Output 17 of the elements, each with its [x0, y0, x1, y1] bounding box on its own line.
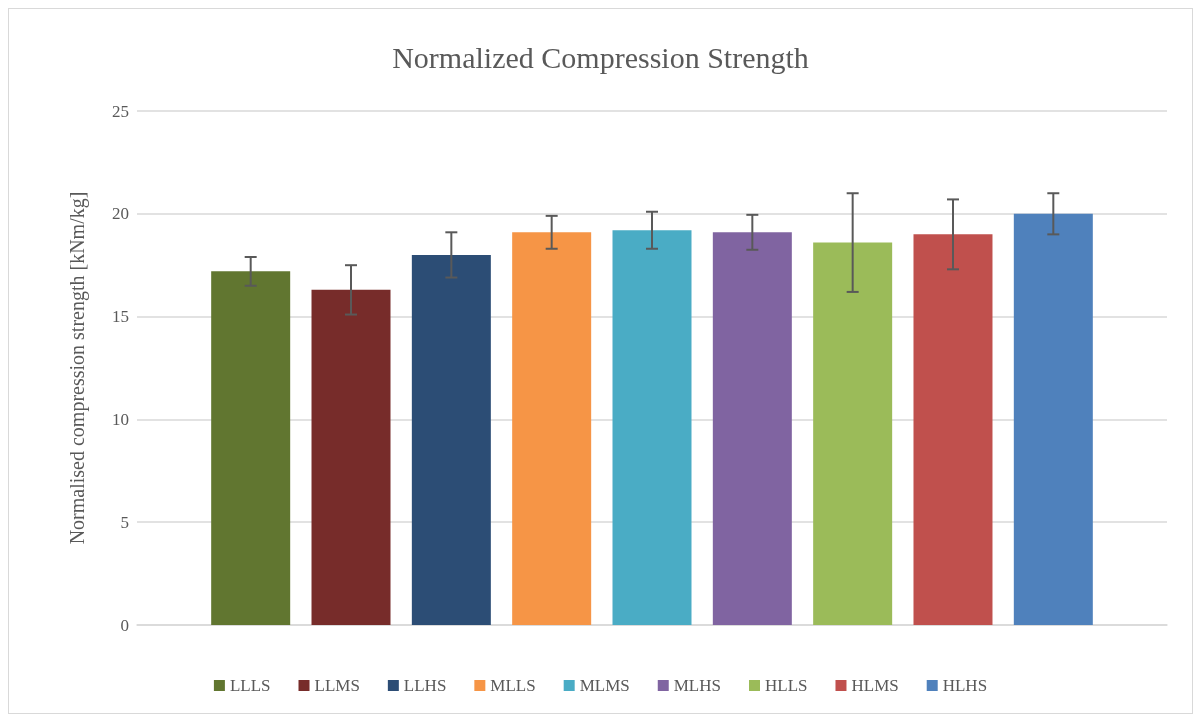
legend-label: LLMS: [314, 676, 360, 695]
legend-label: HLLS: [764, 676, 808, 695]
y-tick-label: 5: [120, 512, 129, 532]
chart-title: Normalized Compression Strength: [392, 40, 809, 74]
legend-label: LLHS: [403, 676, 447, 695]
legend-label: MLMS: [579, 676, 630, 695]
legend-label: MLHS: [673, 676, 721, 695]
y-tick-label: 15: [112, 307, 129, 327]
legend-label: MLLS: [490, 676, 536, 695]
y-tick-label: 10: [112, 409, 129, 429]
y-tick-label: 20: [112, 204, 129, 224]
legend-label: LLLS: [229, 676, 271, 695]
y-tick-label: 25: [112, 101, 129, 121]
y-axis-title: Normalised compression strength [kNm/kg]: [66, 191, 89, 545]
y-tick-label: 0: [120, 615, 129, 635]
legend-label: HLMS: [851, 676, 899, 695]
legend-label: HLHS: [942, 676, 988, 695]
